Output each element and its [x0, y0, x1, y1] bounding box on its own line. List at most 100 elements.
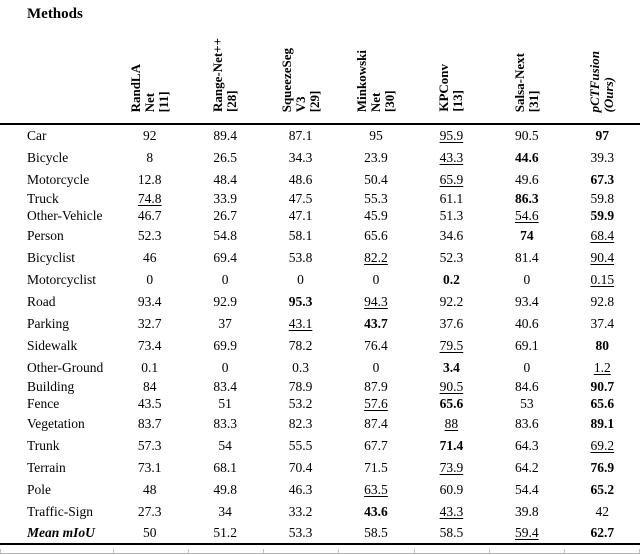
table-row: Fence 43.5 51 53.2 57.6 65.6 53 65.6	[0, 395, 640, 412]
table-row: Other-Ground 0.1 0 0.3 0 3.4 0 1.2	[0, 356, 640, 378]
value-cell: 0.15	[590, 271, 615, 287]
value-cell: 92.8	[590, 293, 615, 309]
row-label: Other-Ground	[27, 359, 104, 375]
row-label: Mean mIoU	[0, 522, 112, 545]
value-cell: 54	[218, 437, 232, 453]
value-cell: 51	[218, 396, 232, 411]
row-label: Bicycle	[27, 149, 69, 165]
value-cell: 34	[218, 503, 232, 519]
table-row: Terrain 73.1 68.1 70.4 71.5 73.9 64.2 76.9	[0, 456, 640, 478]
value-cell: 64.2	[515, 459, 539, 475]
row-label: Car	[27, 128, 47, 143]
value-cell: 51.2	[187, 522, 263, 545]
column-header-2: SqueezeSeg V3 [29]	[262, 25, 339, 125]
column-header-label: RandLA Net [11]	[127, 63, 171, 112]
value-cell: 51.3	[439, 208, 464, 223]
table-row: Vegetation 83.7 83.3 82.3 87.4 88 83.6 89.1	[0, 412, 640, 434]
value-cell: 83.6	[515, 415, 539, 431]
value-cell: 68.4	[590, 227, 615, 243]
row-label: Building	[27, 379, 75, 394]
value-cell: 33.2	[288, 503, 313, 519]
value-cell: 69.4	[213, 249, 237, 265]
header-row: RandLA Net [11] Range-Net++ [28] SqueezeSe…	[0, 25, 640, 125]
column-header-label: SqueezeSeg V3 [29]	[278, 47, 322, 112]
table-row: Pole 48 49.8 46.3 63.5 60.9 54.4 65.2	[0, 478, 640, 500]
table-row: Sidewalk 73.4 69.9 78.2 76.4 79.5 69.1 80	[0, 334, 640, 356]
value-cell: 0	[523, 271, 531, 287]
value-cell: 46	[142, 249, 157, 265]
value-cell: 0	[221, 359, 229, 375]
value-cell: 27.3	[137, 503, 162, 519]
value-cell: 74	[520, 227, 534, 243]
value-cell: 1.2	[593, 359, 611, 375]
value-cell: 61.1	[439, 191, 464, 206]
value-cell: 65.2	[590, 481, 615, 497]
value-cell: 95.3	[288, 293, 313, 309]
value-cell: 71.4	[439, 437, 464, 453]
value-cell: 37	[218, 315, 232, 331]
table-row: Bicycle 8 26.5 34.3 23.9 43.3 44.6 39.3	[0, 146, 640, 168]
value-cell: 90.4	[590, 249, 615, 265]
table-row: Road 93.4 92.9 95.3 94.3 92.2 93.4 92.8	[0, 290, 640, 312]
table-row: Person 52.3 54.8 58.1 65.6 34.6 74 68.4	[0, 224, 640, 246]
column-header-label: Minkowski Net [30]	[353, 49, 397, 112]
value-cell: 83.4	[213, 379, 237, 394]
table-row: Motorcycle 12.8 48.4 48.6 50.4 65.9 49.6 67.3	[0, 168, 640, 190]
row-label: Person	[27, 227, 64, 243]
row-label: Motorcycle	[27, 171, 90, 187]
value-cell: 69.2	[590, 437, 615, 453]
value-cell: 53	[520, 396, 534, 411]
value-cell: 90.5	[439, 379, 464, 394]
value-cell: 70.4	[288, 459, 313, 475]
value-cell: 86.3	[515, 191, 539, 206]
value-cell: 59.9	[590, 208, 615, 223]
value-cell: 79.5	[439, 337, 464, 353]
value-cell: 73.4	[137, 337, 162, 353]
corner-cell	[0, 25, 112, 125]
value-cell: 58.5	[338, 522, 414, 545]
value-cell: 49.8	[213, 481, 237, 497]
value-cell: 57.3	[137, 437, 162, 453]
value-cell: 49.6	[515, 171, 539, 187]
value-cell: 64.3	[515, 437, 539, 453]
row-label: Traffic-Sign	[27, 503, 94, 519]
bottom-gridline	[0, 546, 640, 554]
value-cell: 62.7	[564, 522, 640, 545]
value-cell: 97	[595, 128, 610, 143]
column-header-5: Salsa-Next [31]	[489, 25, 565, 125]
value-cell: 3.4	[442, 359, 460, 375]
value-cell: 76.9	[590, 459, 615, 475]
value-cell: 57.6	[364, 396, 388, 411]
value-cell: 87.9	[364, 379, 388, 394]
value-cell: 68.1	[213, 459, 237, 475]
column-header-label: KPConv [13]	[436, 64, 466, 112]
column-header-4: KPConv [13]	[413, 25, 490, 125]
value-cell: 33.9	[213, 191, 237, 206]
column-header-3: Minkowski Net [30]	[338, 25, 414, 125]
value-cell: 43.1	[288, 315, 313, 331]
row-label: Terrain	[27, 459, 66, 475]
value-cell: 88	[444, 415, 459, 431]
value-cell: 83.7	[137, 415, 162, 431]
table-row: Mean mIoU 50 51.2 53.3 58.5 58.5 59.4 62.7	[0, 522, 640, 545]
row-label: Road	[27, 293, 56, 309]
value-cell: 43.3	[439, 149, 464, 165]
value-cell: 74.8	[137, 191, 162, 206]
value-cell: 54.6	[515, 208, 539, 223]
value-cell: 0	[372, 271, 380, 287]
value-cell: 0.1	[141, 359, 159, 375]
value-cell: 43.3	[439, 503, 464, 519]
value-cell: 39.8	[515, 503, 539, 519]
value-cell: 42	[595, 503, 610, 519]
value-cell: 95.9	[439, 128, 464, 143]
value-cell: 23.9	[364, 149, 388, 165]
column-header-6: pCTFusion (Ours)	[564, 25, 640, 125]
value-cell: 55.5	[288, 437, 313, 453]
value-cell: 78.2	[288, 337, 313, 353]
value-cell: 71.5	[364, 459, 388, 475]
value-cell: 87.1	[288, 128, 313, 143]
value-cell: 0.3	[292, 359, 309, 375]
value-cell: 48	[142, 481, 157, 497]
value-cell: 69.1	[515, 337, 539, 353]
table-row: Parking 32.7 37 43.1 43.7 37.6 40.6 37.4	[0, 312, 640, 334]
